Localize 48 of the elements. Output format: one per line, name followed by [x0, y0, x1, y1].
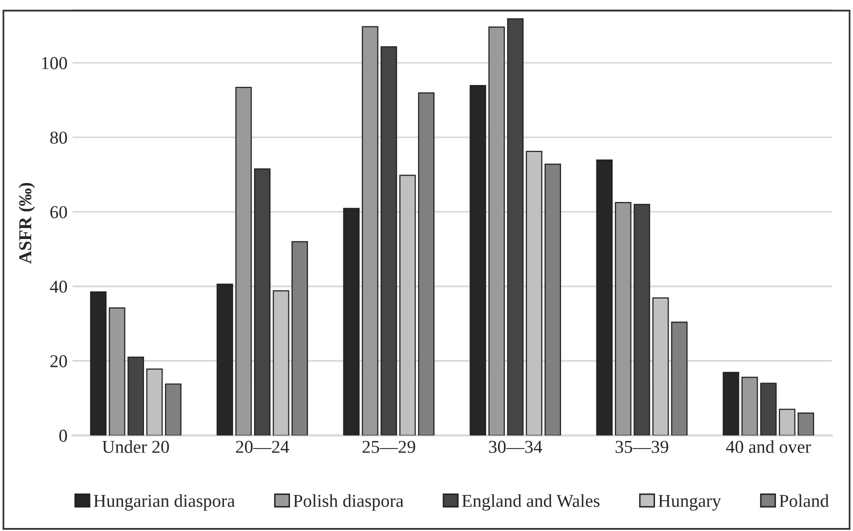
bar [108, 307, 126, 436]
bar [507, 18, 524, 436]
bar [235, 86, 252, 436]
bar [614, 202, 632, 436]
bar [90, 291, 107, 436]
bar [362, 26, 378, 436]
bar [146, 368, 163, 436]
legend-label: England and Wales [462, 494, 600, 511]
bar [254, 168, 271, 436]
bar [544, 164, 562, 436]
bar [418, 92, 435, 436]
legend-label: Hungarian diaspora [94, 494, 235, 511]
bar [164, 383, 182, 436]
bar [634, 204, 650, 436]
y-tick-label: 100 [42, 57, 67, 70]
bar [488, 26, 505, 436]
x-tick-label: 40 and over [726, 440, 811, 453]
x-tick-label: 25—29 [362, 440, 416, 453]
bar [380, 46, 398, 436]
bar [526, 150, 542, 436]
legend-label: Poland [779, 494, 829, 507]
bar [216, 284, 234, 436]
x-tick-label: 20—24 [236, 440, 290, 453]
bar [292, 241, 308, 436]
y-axis-title: ASFR (‰) [18, 182, 36, 264]
x-tick-label: 30—34 [489, 440, 542, 453]
bar [778, 408, 796, 436]
x-tick-label: 35—39 [616, 440, 668, 453]
legend-label: Polish diaspora [293, 494, 404, 511]
bar [798, 412, 814, 436]
y-tick-label: 20 [50, 355, 67, 368]
bar [760, 382, 777, 436]
bar [596, 159, 613, 436]
bar [272, 290, 290, 436]
y-tick-label: 40 [50, 280, 67, 293]
y-tick-label: 60 [50, 206, 67, 218]
bar [741, 376, 758, 436]
bar [671, 322, 688, 436]
bar [470, 84, 486, 436]
bar [399, 174, 416, 436]
y-tick-label: 80 [50, 132, 67, 144]
bar [343, 208, 360, 436]
x-tick-label: Under 20 [102, 440, 169, 453]
y-tick-label: 0 [59, 430, 67, 442]
legend-label: Hungary [658, 494, 722, 511]
bar [652, 297, 669, 436]
bar [722, 372, 740, 436]
bar [128, 356, 144, 436]
